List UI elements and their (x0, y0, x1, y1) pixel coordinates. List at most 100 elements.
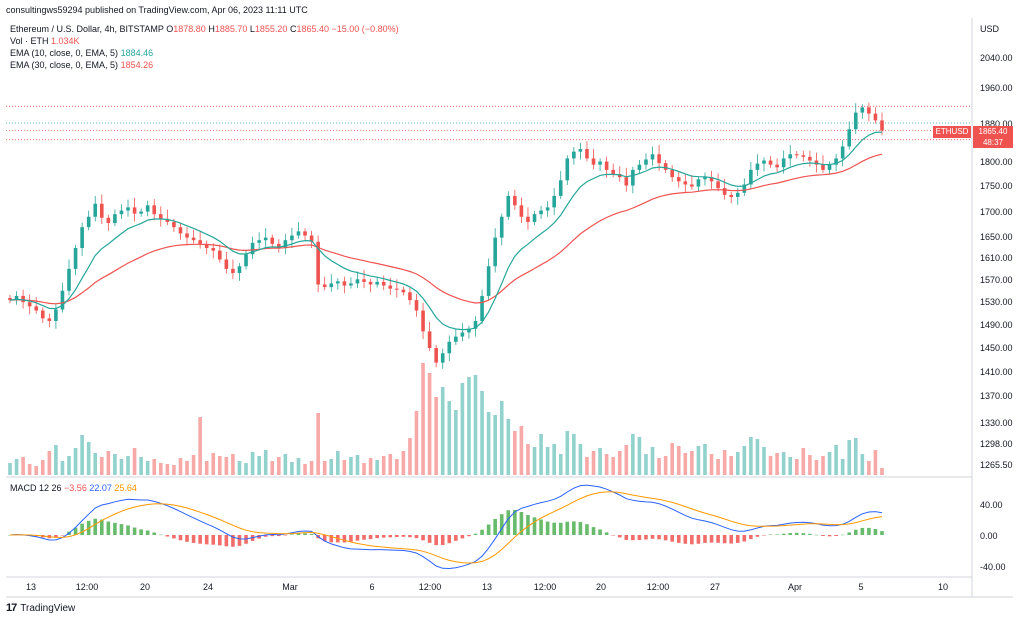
candle (617, 166, 622, 182)
candle-body (729, 194, 734, 197)
macd-hist-bar (703, 535, 707, 543)
macd-legend[interactable]: MACD 12 26 −3.56 22.07 25.64 (10, 483, 137, 494)
volume-bar (60, 461, 65, 475)
candle (362, 269, 366, 289)
candle (840, 140, 845, 167)
candle-body (250, 242, 255, 255)
candle (47, 313, 52, 328)
candle (650, 146, 655, 166)
candle-body (539, 210, 543, 215)
macd-hist-bar (585, 524, 589, 535)
macd-hist-bar (224, 535, 229, 547)
macd-hist-bar (814, 534, 819, 536)
volume-bar (513, 431, 517, 475)
candle (473, 316, 478, 337)
macd-hist-bar (408, 535, 412, 538)
volume-bar (755, 439, 760, 475)
candle-body (218, 250, 222, 260)
candle (598, 158, 602, 171)
price-tick-label: 1410.00 (980, 367, 1013, 377)
macd-hist-bar (191, 535, 196, 543)
volume-bar (414, 411, 419, 475)
macd-hist-bar (119, 524, 124, 535)
ema10-legend[interactable]: EMA (10, close, 0, EMA, 5) 1884.46 (10, 48, 153, 59)
macd-hist-bar (296, 533, 301, 535)
candle-body (395, 288, 399, 290)
volume-bar (27, 464, 32, 475)
macd-hist-bar (788, 533, 793, 535)
volume-bar (585, 457, 589, 475)
macd-hist-bar (231, 535, 235, 547)
candle (421, 302, 425, 340)
candle-body (244, 254, 248, 267)
volume-legend[interactable]: Vol · ETH 1.034K (10, 36, 80, 47)
volume-bar (408, 438, 412, 475)
symbol-legend[interactable]: Ethereum / U.S. Dollar, 4h, BITSTAMP O18… (10, 24, 399, 35)
candle (60, 282, 65, 313)
candle (349, 277, 353, 289)
macd-hist-bar (762, 535, 766, 536)
volume-bar (296, 458, 301, 475)
candle-body (821, 164, 825, 170)
macd-hist-bar (663, 535, 668, 541)
candle (440, 348, 445, 369)
candle-body (637, 164, 642, 170)
macd-hist-bar (106, 521, 111, 535)
candle (637, 159, 642, 174)
price-tick-label: 1570.00 (980, 275, 1013, 285)
price-tick-label: 1298.00 (980, 439, 1013, 449)
candle (519, 197, 524, 224)
candle-body (801, 155, 806, 157)
ema30-legend[interactable]: EMA (30, close, 0, EMA, 5) 1854.26 (10, 60, 153, 71)
macd-hist-bar (604, 532, 609, 535)
candle (860, 104, 865, 119)
candle (401, 286, 406, 296)
macd-hist-bar (388, 535, 393, 538)
macd-line (9, 484, 883, 570)
candle (244, 249, 248, 270)
candle-body (611, 169, 615, 175)
volume-bar (40, 460, 45, 475)
candle (99, 194, 104, 225)
candle-body (716, 181, 720, 189)
macd-hist-bar (873, 528, 878, 535)
open-value: 1878.80 (173, 24, 206, 34)
macd-hist-bar (591, 527, 596, 535)
macd-hist-bar (644, 535, 648, 540)
volume-bar (224, 457, 229, 475)
candle (113, 209, 117, 227)
volume-bar (21, 457, 25, 475)
candle-body (336, 281, 340, 284)
symbol-name: Ethereum / U.S. Dollar, 4h, BITSTAMP (10, 24, 164, 34)
close-value: 1865.40 (296, 24, 330, 34)
tradingview-footer[interactable]: 17 TradingView (6, 602, 75, 614)
macd-hist-bar (198, 535, 202, 544)
candle-body (132, 207, 137, 214)
candle-body (519, 205, 524, 217)
price-tick-label: 1330.00 (980, 418, 1013, 428)
volume-bar (427, 373, 432, 475)
candle-body (775, 164, 779, 168)
candle (375, 277, 379, 288)
volume-bar (309, 461, 314, 475)
volume-bar (801, 448, 806, 475)
macd-hist-bar (145, 530, 150, 535)
macd-hist-bar (421, 535, 425, 541)
candle-body (224, 259, 229, 269)
macd-hist-bar (847, 532, 852, 535)
candle (847, 121, 852, 150)
time-tick-label: 6 (369, 582, 374, 592)
macd-hist-bar (434, 535, 438, 546)
candle-body (106, 217, 111, 224)
volume-bar (244, 463, 248, 475)
candle (768, 155, 773, 168)
macd-hist-bar (152, 532, 157, 535)
macd-hist-bar (257, 535, 261, 539)
candle-body (231, 268, 235, 274)
change-value: −15.00 (−0.80%) (331, 24, 399, 34)
candle (336, 278, 340, 290)
candle-body (349, 283, 353, 286)
candle-body (558, 180, 563, 196)
volume-bar (847, 440, 852, 475)
candle (237, 263, 242, 281)
